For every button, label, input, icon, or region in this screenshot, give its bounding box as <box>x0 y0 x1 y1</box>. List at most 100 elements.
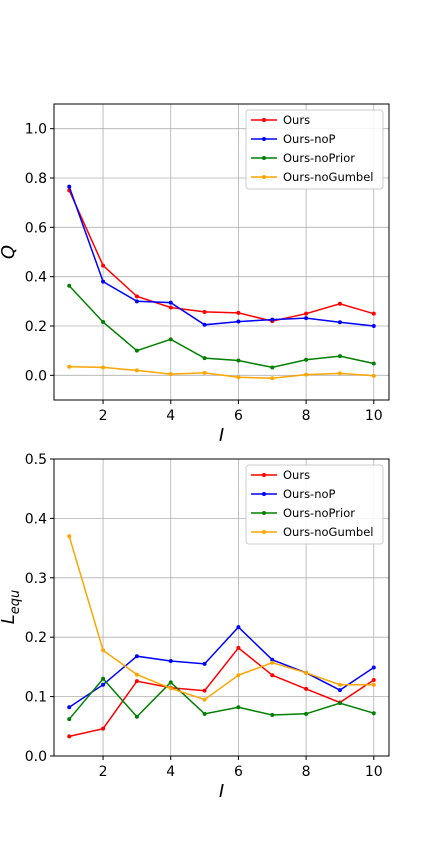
data-point <box>67 184 72 189</box>
data-point <box>304 686 309 691</box>
data-point <box>371 711 376 716</box>
legend-swatch-marker <box>262 530 266 534</box>
data-point <box>202 661 207 666</box>
legend: Ours Ours-noP Ours-noPrior Ours-noGumbel <box>245 109 384 190</box>
data-point <box>337 701 342 706</box>
data-point <box>67 705 72 710</box>
legend-label: Ours-noGumbel <box>283 525 374 539</box>
y-axis-label: Lequ <box>0 590 23 625</box>
data-point <box>202 356 207 361</box>
plot-frame <box>53 103 390 401</box>
data-point <box>236 705 241 710</box>
legend-frame <box>245 464 384 545</box>
series-ours-nop <box>67 184 376 328</box>
data-point <box>337 371 342 376</box>
legend-item: Ours-noP <box>251 487 336 501</box>
legend-swatch-marker <box>262 137 266 141</box>
data-point <box>304 311 309 316</box>
legend-item: Ours-noGumbel <box>251 525 374 539</box>
series-group <box>67 534 376 739</box>
series-ours-noprior <box>67 676 376 722</box>
y-tick-label: 0.3 <box>25 571 47 587</box>
series-ours <box>67 645 376 739</box>
legend-swatch-marker <box>262 492 266 496</box>
data-point <box>101 263 106 268</box>
data-point <box>371 361 376 366</box>
data-point <box>101 648 106 653</box>
legend-item: Ours-noGumbel <box>251 170 374 184</box>
y-axis: 0.0 0.1 0.2 0.3 0.4 0.5 <box>25 452 54 765</box>
legend-item: Ours-noP <box>251 132 336 146</box>
data-point <box>67 364 72 369</box>
data-point <box>202 309 207 314</box>
data-point <box>270 713 275 718</box>
legend-swatch-marker <box>262 511 266 515</box>
data-point <box>168 686 173 691</box>
legend-item: Ours-noPrior <box>251 506 355 520</box>
data-point <box>236 319 241 324</box>
x-tick-label: 6 <box>234 408 243 424</box>
data-point <box>134 654 139 659</box>
data-point <box>134 714 139 719</box>
data-point <box>202 711 207 716</box>
legend-label: Ours-noP <box>283 487 336 501</box>
data-point <box>304 357 309 362</box>
data-point <box>371 677 376 682</box>
legend-label: Ours-noGumbel <box>283 170 374 184</box>
x-axis: 2 4 6 8 10 <box>99 756 383 780</box>
y-tick-label: 0.8 <box>25 171 47 187</box>
y-tick-label: 1.0 <box>25 122 47 138</box>
x-tick-label: 10 <box>365 408 383 424</box>
x-tick-label: 2 <box>99 408 108 424</box>
series-line <box>69 365 374 380</box>
legend-label: Ours-noP <box>283 132 336 146</box>
x-axis-label: I <box>219 781 224 802</box>
y-tick-label: 0.6 <box>25 220 47 236</box>
data-point <box>101 726 106 731</box>
legend-label: Ours <box>283 113 310 127</box>
legend-item: Ours-noPrior <box>251 151 355 165</box>
series-line <box>69 646 375 738</box>
data-point <box>270 317 275 322</box>
legend-label: Ours-noPrior <box>283 151 355 165</box>
legend-item: Ours <box>251 468 310 482</box>
data-point <box>304 316 309 321</box>
data-point <box>371 682 376 687</box>
data-point <box>371 373 376 378</box>
data-point <box>337 682 342 687</box>
x-tick-label: 2 <box>99 764 108 780</box>
data-point <box>101 676 106 681</box>
series-line <box>68 189 375 322</box>
data-point <box>134 299 139 304</box>
legend-swatch-marker <box>262 473 266 477</box>
series-ours <box>67 188 376 324</box>
legend-swatch-marker <box>262 118 266 122</box>
legend-swatch-marker <box>262 156 266 160</box>
legend-label: Ours <box>283 468 310 482</box>
y-tick-label: 0.2 <box>25 630 47 646</box>
data-point <box>337 301 342 306</box>
data-point <box>236 375 241 380</box>
series-line <box>68 535 374 701</box>
data-point <box>67 283 72 288</box>
data-point <box>236 358 241 363</box>
y-axis-label: Q <box>0 245 19 259</box>
data-point <box>168 300 173 305</box>
data-point <box>236 673 241 678</box>
data-point <box>371 324 376 328</box>
data-point <box>270 660 275 665</box>
y-tick-label: 0.0 <box>25 749 47 765</box>
data-point <box>101 320 106 325</box>
y-tick-label: 0.4 <box>25 511 47 527</box>
data-point <box>134 368 139 373</box>
data-point <box>202 322 207 327</box>
data-point <box>270 376 275 381</box>
data-point <box>134 672 139 677</box>
series-line <box>68 626 375 708</box>
legend-item: Ours <box>251 113 310 127</box>
data-point <box>202 688 207 693</box>
data-point <box>168 658 173 663</box>
data-point <box>168 680 173 685</box>
y-tick-label: 0.5 <box>25 452 47 468</box>
data-point <box>304 372 309 377</box>
